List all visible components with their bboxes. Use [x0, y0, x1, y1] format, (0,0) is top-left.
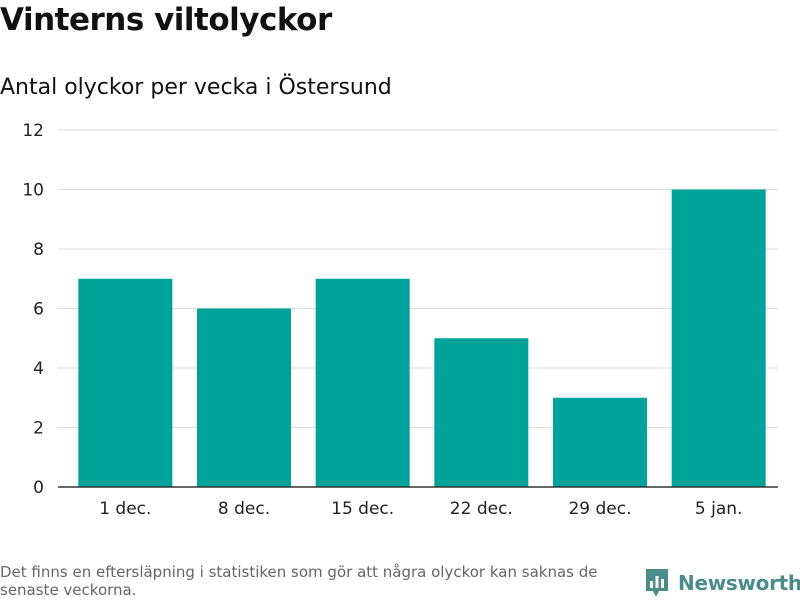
- x-tick-label: 22 dec.: [450, 499, 513, 519]
- x-tick-label: 29 dec.: [568, 499, 631, 519]
- chart-subtitle: Antal olyckor per vecka i Östersund: [0, 75, 392, 100]
- x-tick-label: 1 dec.: [99, 499, 151, 519]
- y-tick-label: 8: [33, 240, 44, 260]
- y-tick-label: 6: [33, 300, 44, 320]
- bar: [671, 189, 766, 487]
- y-tick-label: 2: [33, 419, 44, 439]
- x-tick-label: 5 jan.: [695, 499, 743, 519]
- bar-chart: 0 2 4 6 8 10 12 1 dec. 8 dec. 15 dec. 22 dec. 29 de…: [22, 121, 778, 519]
- brand-name: Newsworthy: [678, 571, 800, 595]
- bar: [315, 278, 410, 487]
- bar: [434, 338, 529, 487]
- y-tick-label: 4: [33, 359, 44, 379]
- bar: [78, 278, 173, 487]
- footnote: Det finns en eftersläpning i statistiken…: [0, 563, 598, 599]
- bar-chart-logo-icon: [646, 569, 668, 597]
- y-tick-label: 0: [33, 478, 44, 498]
- bar: [197, 308, 291, 487]
- bar: [553, 397, 647, 487]
- y-tick-label: 10: [22, 181, 44, 201]
- chart-title: Vinterns viltolyckor: [0, 2, 332, 38]
- x-tick-label: 15 dec.: [331, 499, 394, 519]
- x-tick-label: 8 dec.: [218, 499, 270, 519]
- y-tick-label: 12: [22, 121, 44, 141]
- brand[interactable]: Newsworthy: [644, 566, 800, 600]
